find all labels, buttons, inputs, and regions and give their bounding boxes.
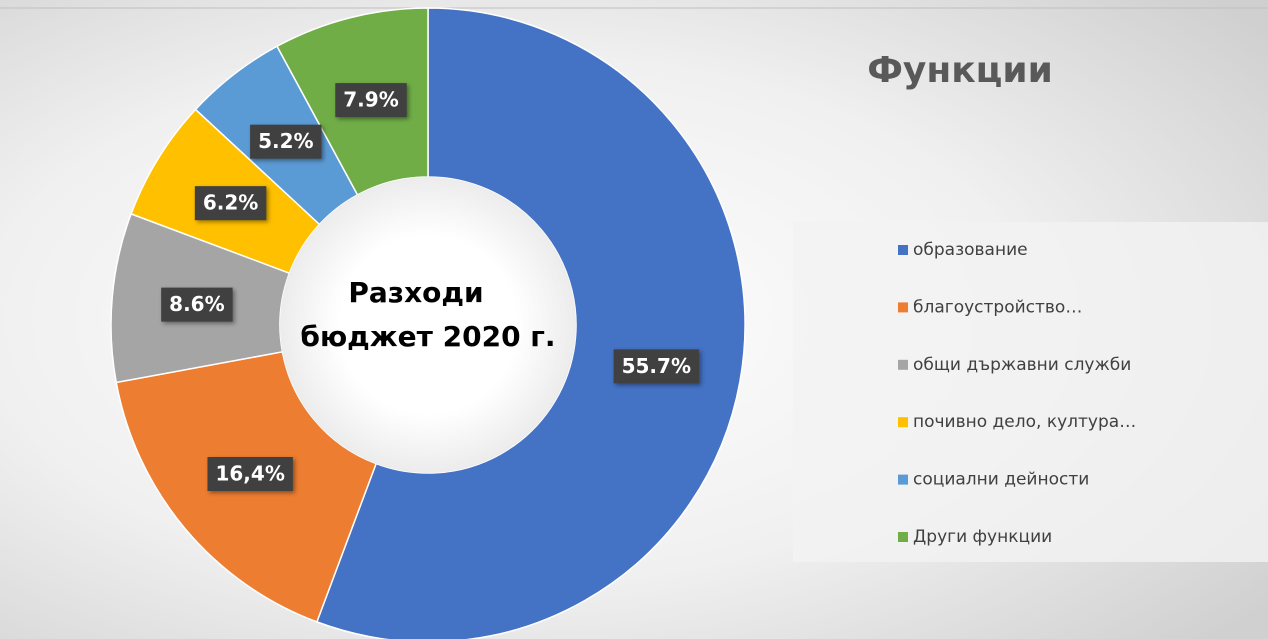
data-label: 5.2% xyxy=(250,124,322,159)
data-label-box xyxy=(335,83,407,118)
data-label: 6.2% xyxy=(194,186,267,221)
legend-label: почивно дело, култура… xyxy=(913,412,1136,432)
data-label-text: 8.6% xyxy=(169,292,224,316)
data-label-text: 6.2% xyxy=(203,191,258,215)
data-label-text: 7.9% xyxy=(343,88,398,112)
data-label-text: 5.2% xyxy=(258,129,313,153)
data-label: 55.7% xyxy=(613,349,699,384)
legend-box xyxy=(793,222,1268,562)
data-label-text: 55.7% xyxy=(622,354,691,378)
data-label-box xyxy=(207,457,293,492)
legend-swatch xyxy=(898,474,908,485)
data-label-box xyxy=(250,124,322,159)
data-label-text: 16,4% xyxy=(215,462,284,486)
legend-swatch xyxy=(898,417,908,428)
legend-label: социални дейности xyxy=(913,470,1089,490)
donut-hole xyxy=(280,177,576,473)
data-label: 16,4% xyxy=(207,457,293,492)
legend-label: общи държавни служби xyxy=(913,355,1131,375)
center-text: Разходи xyxy=(348,276,483,309)
legend-label: образование xyxy=(913,240,1028,260)
legend-swatch xyxy=(898,245,908,255)
data-label-box xyxy=(161,287,233,322)
chart-title: Функции xyxy=(867,50,1053,91)
data-label-box xyxy=(194,186,267,221)
center-text: бюджет 2020 г. xyxy=(300,320,555,353)
legend-label: Други функции xyxy=(913,527,1052,547)
data-label: 7.9% xyxy=(335,83,407,118)
legend-swatch xyxy=(898,359,908,370)
legend-swatch xyxy=(898,302,908,313)
legend-swatch xyxy=(898,532,908,542)
legend-label: благоустройство… xyxy=(913,297,1082,317)
data-label: 8.6% xyxy=(161,287,233,322)
data-label-box xyxy=(613,349,699,384)
